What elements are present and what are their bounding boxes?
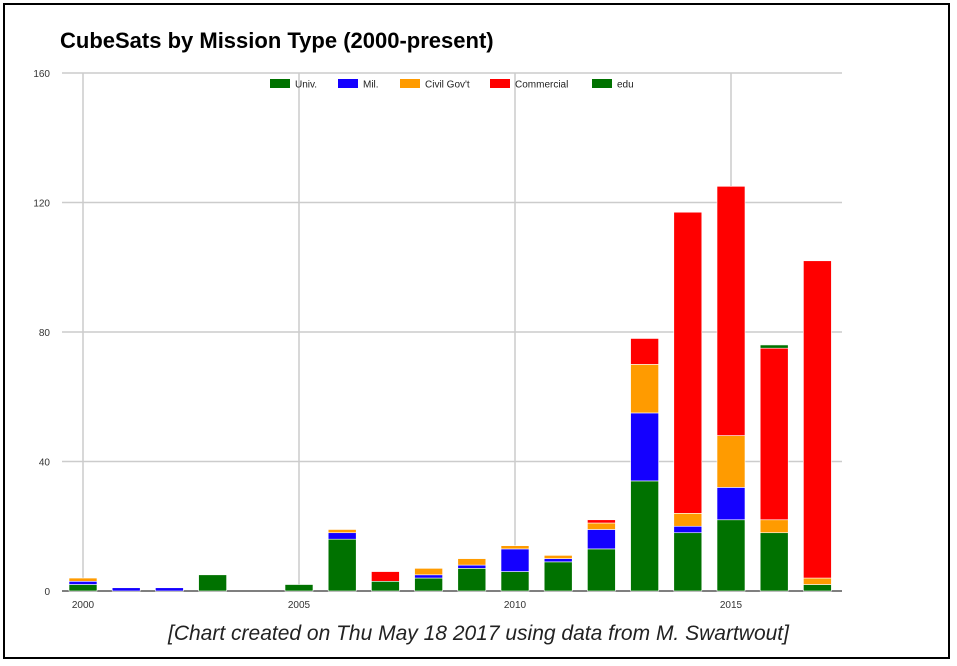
bar-segment xyxy=(457,564,487,569)
bar-segment xyxy=(543,558,573,563)
bar-segment xyxy=(371,571,400,582)
bar-segment xyxy=(500,548,530,572)
y-tick-label: 80 xyxy=(39,328,51,339)
bar-segment xyxy=(803,260,832,579)
bar-segment xyxy=(68,577,98,582)
x-tick-label: 2000 xyxy=(72,600,95,611)
bar-segment xyxy=(716,487,746,521)
bar-segment xyxy=(327,538,357,592)
chart-caption: [Chart created on Thu May 18 2017 using … xyxy=(168,622,789,645)
bar-segment xyxy=(673,525,703,534)
chart-frame xyxy=(3,3,950,659)
bar-segment xyxy=(543,561,573,592)
bar-segment xyxy=(500,571,530,592)
bar-segment xyxy=(587,519,616,524)
bar-segment xyxy=(414,568,443,576)
legend-label: Civil Gov't xyxy=(425,80,470,91)
bar-segment xyxy=(759,347,789,521)
y-tick-label: 0 xyxy=(44,587,50,598)
x-tick-label: 2005 xyxy=(288,600,311,611)
bar-segment xyxy=(716,435,746,488)
bar-segment xyxy=(803,577,832,585)
bar-segment xyxy=(587,529,616,550)
legend-label: Mil. xyxy=(363,80,379,91)
legend-swatch xyxy=(592,79,612,88)
bar-segment xyxy=(457,558,487,566)
bar-segment xyxy=(630,480,659,592)
bar-segment xyxy=(673,532,703,592)
y-tick-label: 120 xyxy=(33,199,50,210)
x-tick-label: 2015 xyxy=(720,600,743,611)
chart-title: CubeSats by Mission Type (2000-present) xyxy=(60,28,494,53)
bar-segment xyxy=(500,545,530,550)
y-tick-label: 160 xyxy=(33,69,50,80)
bar-segment xyxy=(543,555,573,559)
bar-segment xyxy=(457,568,487,592)
bar-segment xyxy=(630,412,659,482)
bar-segment xyxy=(630,338,659,365)
bar-segment xyxy=(759,519,789,534)
legend-label: Univ. xyxy=(295,80,317,91)
bar-segment xyxy=(630,364,659,414)
bar-segment xyxy=(587,522,616,530)
bar-segment xyxy=(155,587,184,592)
legend-label: edu xyxy=(617,80,634,91)
bar-segment xyxy=(68,580,98,585)
bar-segment xyxy=(673,512,703,527)
legend-label: Commercial xyxy=(515,80,568,91)
bar-segment xyxy=(759,344,789,349)
legend-swatch xyxy=(270,79,290,88)
bar-segment xyxy=(803,584,832,592)
bar-segment xyxy=(414,577,443,592)
bar-segment xyxy=(759,532,789,592)
bar-segment xyxy=(111,587,141,592)
bar-segment xyxy=(327,529,357,534)
legend-swatch xyxy=(490,79,510,88)
legend-swatch xyxy=(338,79,358,88)
bar-segment xyxy=(68,584,98,592)
bar-segment xyxy=(198,574,227,592)
legend-swatch xyxy=(400,79,420,88)
bar-segment xyxy=(716,186,746,436)
bar-segment xyxy=(673,211,703,514)
bar-segment xyxy=(587,548,616,592)
bar-segment xyxy=(327,532,357,540)
bar-segment xyxy=(284,584,314,592)
y-tick-label: 40 xyxy=(39,458,51,469)
bar-segment xyxy=(716,519,746,592)
bar-segment xyxy=(371,580,400,592)
x-tick-label: 2010 xyxy=(504,600,527,611)
bar-segment xyxy=(414,574,443,579)
